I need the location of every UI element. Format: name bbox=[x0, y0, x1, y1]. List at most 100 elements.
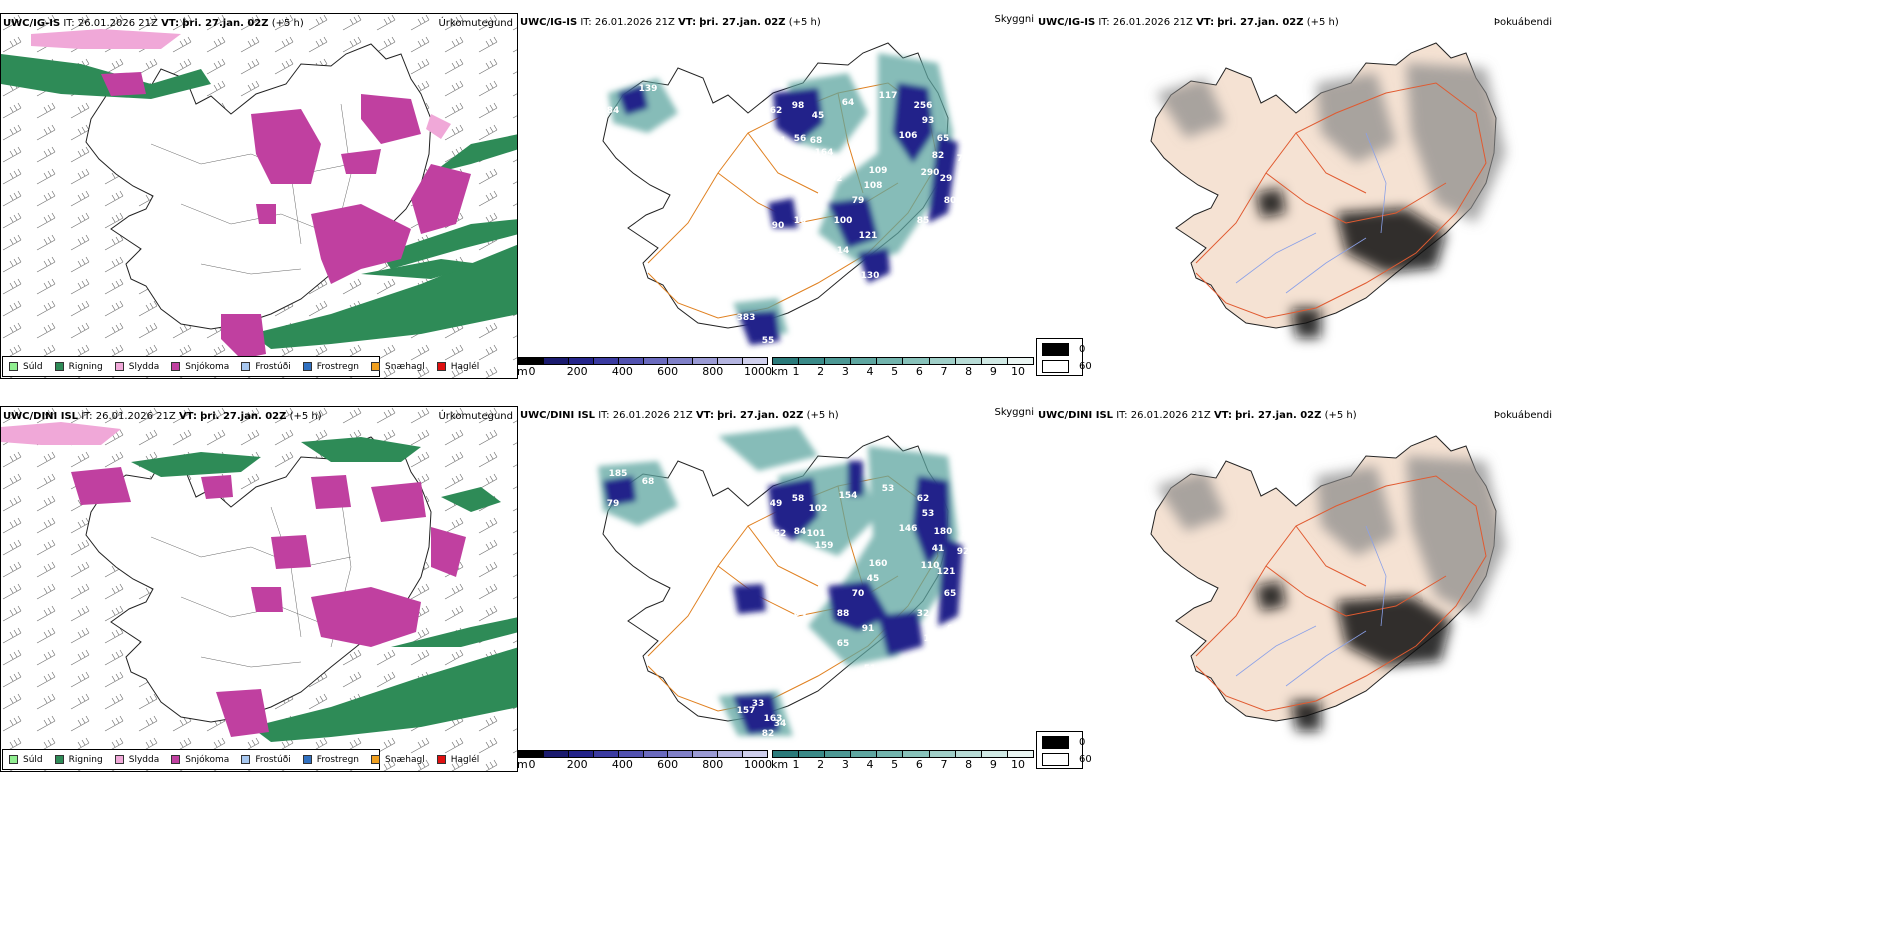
visibility-value-label: 110 bbox=[921, 561, 940, 571]
precip-type-map bbox=[1, 14, 517, 378]
visibility-value-label: 343 bbox=[949, 644, 968, 654]
visibility-value-label: 32 bbox=[917, 609, 930, 619]
visibility-value-label: 84 bbox=[607, 106, 620, 116]
fog-panel-row1: UWC/DINI ISL IT: 26.01.2026 21Z VT: þri.… bbox=[1036, 406, 1556, 772]
visibility-value-label: 383 bbox=[737, 313, 756, 323]
cloud-swatch-black bbox=[1042, 736, 1069, 749]
cbar-tick-label: 2 bbox=[817, 758, 825, 771]
low-vis-m-areas bbox=[603, 461, 963, 734]
visibility-value-label: 94 bbox=[962, 136, 975, 146]
legend-item-rain: Rigning bbox=[54, 755, 103, 765]
panel-title: UWC/DINI ISL IT: 26.01.2026 21Z VT: þri.… bbox=[1038, 410, 1357, 421]
visibility-value-label: 130 bbox=[861, 271, 880, 281]
visibility-value-label: 65 bbox=[937, 134, 950, 144]
cbar-tick-label: 1 bbox=[792, 365, 800, 378]
cloud-legend-label: 0 bbox=[1079, 344, 1086, 355]
legend-item-rain: Rigning bbox=[54, 362, 103, 372]
cbar-ticks: km 1 2 3 4 5 6 7 8 9 10 bbox=[771, 365, 1034, 379]
visibility-value-label: 164 bbox=[815, 148, 834, 158]
visibility-value-label: 11 bbox=[912, 261, 925, 271]
vis-colorbar-meters: m 0 200 400 600 800 1000 bbox=[518, 750, 772, 772]
cbar-tick-label: 6 bbox=[915, 758, 923, 771]
cbar-tick-label: 3 bbox=[841, 758, 849, 771]
visibility-value-label: 34 bbox=[774, 719, 787, 729]
cbar-tick-label: 10 bbox=[1011, 365, 1025, 378]
visibility-value-label: 91 bbox=[862, 624, 875, 634]
visibility-value-label: 14 bbox=[837, 246, 850, 256]
cbar-tick-label: 1000 bbox=[744, 758, 772, 771]
panel-type-label: Úrkomutegund bbox=[438, 18, 513, 29]
visibility-value-label: 49 bbox=[770, 499, 783, 509]
visibility-value-label: 84 bbox=[794, 527, 807, 537]
rain-areas bbox=[131, 437, 517, 742]
legend-item-sleet: Slydda bbox=[114, 755, 159, 765]
rivers bbox=[1235, 525, 1387, 687]
visibility-value-label: 79 bbox=[784, 549, 797, 559]
legend-item-freezing-drizzle: Frostúði bbox=[241, 362, 291, 372]
cbar-tick-label: 3 bbox=[841, 365, 849, 378]
cbar-unit-label: m bbox=[518, 758, 528, 771]
cloud-swatch-white bbox=[1042, 360, 1069, 373]
visibility-value-label: 154 bbox=[839, 491, 858, 501]
visibility-value-label: 62 bbox=[917, 494, 930, 504]
cbar-tick-label: 1 bbox=[792, 758, 800, 771]
legend-item-hail: Haglél bbox=[436, 755, 479, 765]
visibility-value-label: 60 bbox=[912, 654, 925, 664]
vis-colorbar-meters: m 0 200 400 600 800 1000 bbox=[518, 357, 772, 379]
visibility-value-label: 185 bbox=[609, 469, 628, 479]
visibility-map: 185 68 79 49 58 102 154 53 62 53 52 84 79 101 159 72 146… bbox=[598, 426, 974, 739]
precip-legend: Súld Rigning Slydda Snjókoma Frostúði Fr… bbox=[2, 356, 479, 377]
cbar-tick-label: 600 bbox=[657, 758, 679, 771]
visibility-value-label: 58 bbox=[792, 494, 805, 504]
cbar-unit-label: km bbox=[771, 365, 789, 378]
visibility-value-label: 106 bbox=[899, 131, 918, 141]
visibility-value-label: 102 bbox=[824, 174, 843, 184]
visibility-value-label: 75 bbox=[952, 251, 965, 261]
fog-roads bbox=[1195, 475, 1487, 712]
visibility-value-label: 101 bbox=[807, 529, 826, 539]
cloud-legend-label: 60 bbox=[1079, 361, 1092, 372]
visibility-value-label: 117 bbox=[879, 91, 898, 101]
visibility-value-label: 65 bbox=[837, 639, 850, 649]
legend-item-snow: Snjókoma bbox=[171, 362, 229, 372]
cbar-tick-label: 7 bbox=[940, 365, 948, 378]
cloud-swatch-white bbox=[1042, 753, 1069, 766]
visibility-value-label: 92 bbox=[957, 547, 970, 557]
visibility-value-label: 180 bbox=[934, 527, 953, 537]
visibility-map: 185 139 84 62 98 45 64 117 256 93 61 56 72 68 164 102 10… bbox=[602, 42, 975, 346]
visibility-value-label: 163 bbox=[764, 714, 783, 724]
visibility-value-label: 65 bbox=[944, 589, 957, 599]
legend-item-sleet: Slydda bbox=[114, 362, 159, 372]
visibility-value-label: 79 bbox=[852, 196, 865, 206]
legend-item-freezing-drizzle: Frostúði bbox=[241, 755, 291, 765]
panel-title: UWC/IG-IS IT: 26.01.2026 21Z VT: þri. 27… bbox=[520, 17, 821, 28]
visibility-value-label: 88 bbox=[837, 609, 850, 619]
visibility-value-label: 49 bbox=[772, 614, 785, 624]
cbar-tick-label: 800 bbox=[702, 758, 724, 771]
visibility-value-label: 61 bbox=[774, 136, 787, 146]
visibility-panel-row0: UWC/IG-IS IT: 26.01.2026 21Z VT: þri. 27… bbox=[518, 13, 1036, 379]
fog-map bbox=[1150, 435, 1506, 731]
visibility-value-label: 76 bbox=[957, 154, 970, 164]
snow-areas bbox=[71, 467, 466, 737]
cbar-tick-label: 2 bbox=[817, 365, 825, 378]
visibility-value-label: 100 bbox=[944, 231, 963, 241]
cloud-cover-legend: 0 60 bbox=[1036, 731, 1092, 769]
rivers bbox=[1235, 132, 1387, 294]
visibility-value-label: 108 bbox=[864, 181, 883, 191]
cbar-unit-label: m bbox=[518, 365, 528, 378]
visibility-value-label: 48 bbox=[880, 684, 893, 694]
cbar-tick-label: 8 bbox=[965, 365, 973, 378]
cbar-tick-label: 400 bbox=[611, 758, 633, 771]
visibility-value-label: 93 bbox=[922, 116, 935, 126]
visibility-value-label: 29 bbox=[940, 174, 953, 184]
cbar-tick-label: 1000 bbox=[744, 365, 772, 378]
cbar-tick-label: 10 bbox=[1011, 758, 1025, 771]
vis-colorbar-km: km 1 2 3 4 5 6 7 8 9 10 bbox=[771, 357, 1034, 379]
cbar-tick-label: 600 bbox=[657, 365, 679, 378]
panel-title: UWC/DINI ISL IT: 26.01.2026 21Z VT: þri.… bbox=[520, 410, 839, 421]
cbar-tick-label: 4 bbox=[866, 365, 874, 378]
legend-item-freezing-rain: Frostregn bbox=[302, 755, 359, 765]
visibility-value-label: 102 bbox=[809, 504, 828, 514]
visibility-value-label: 100 bbox=[924, 634, 943, 644]
